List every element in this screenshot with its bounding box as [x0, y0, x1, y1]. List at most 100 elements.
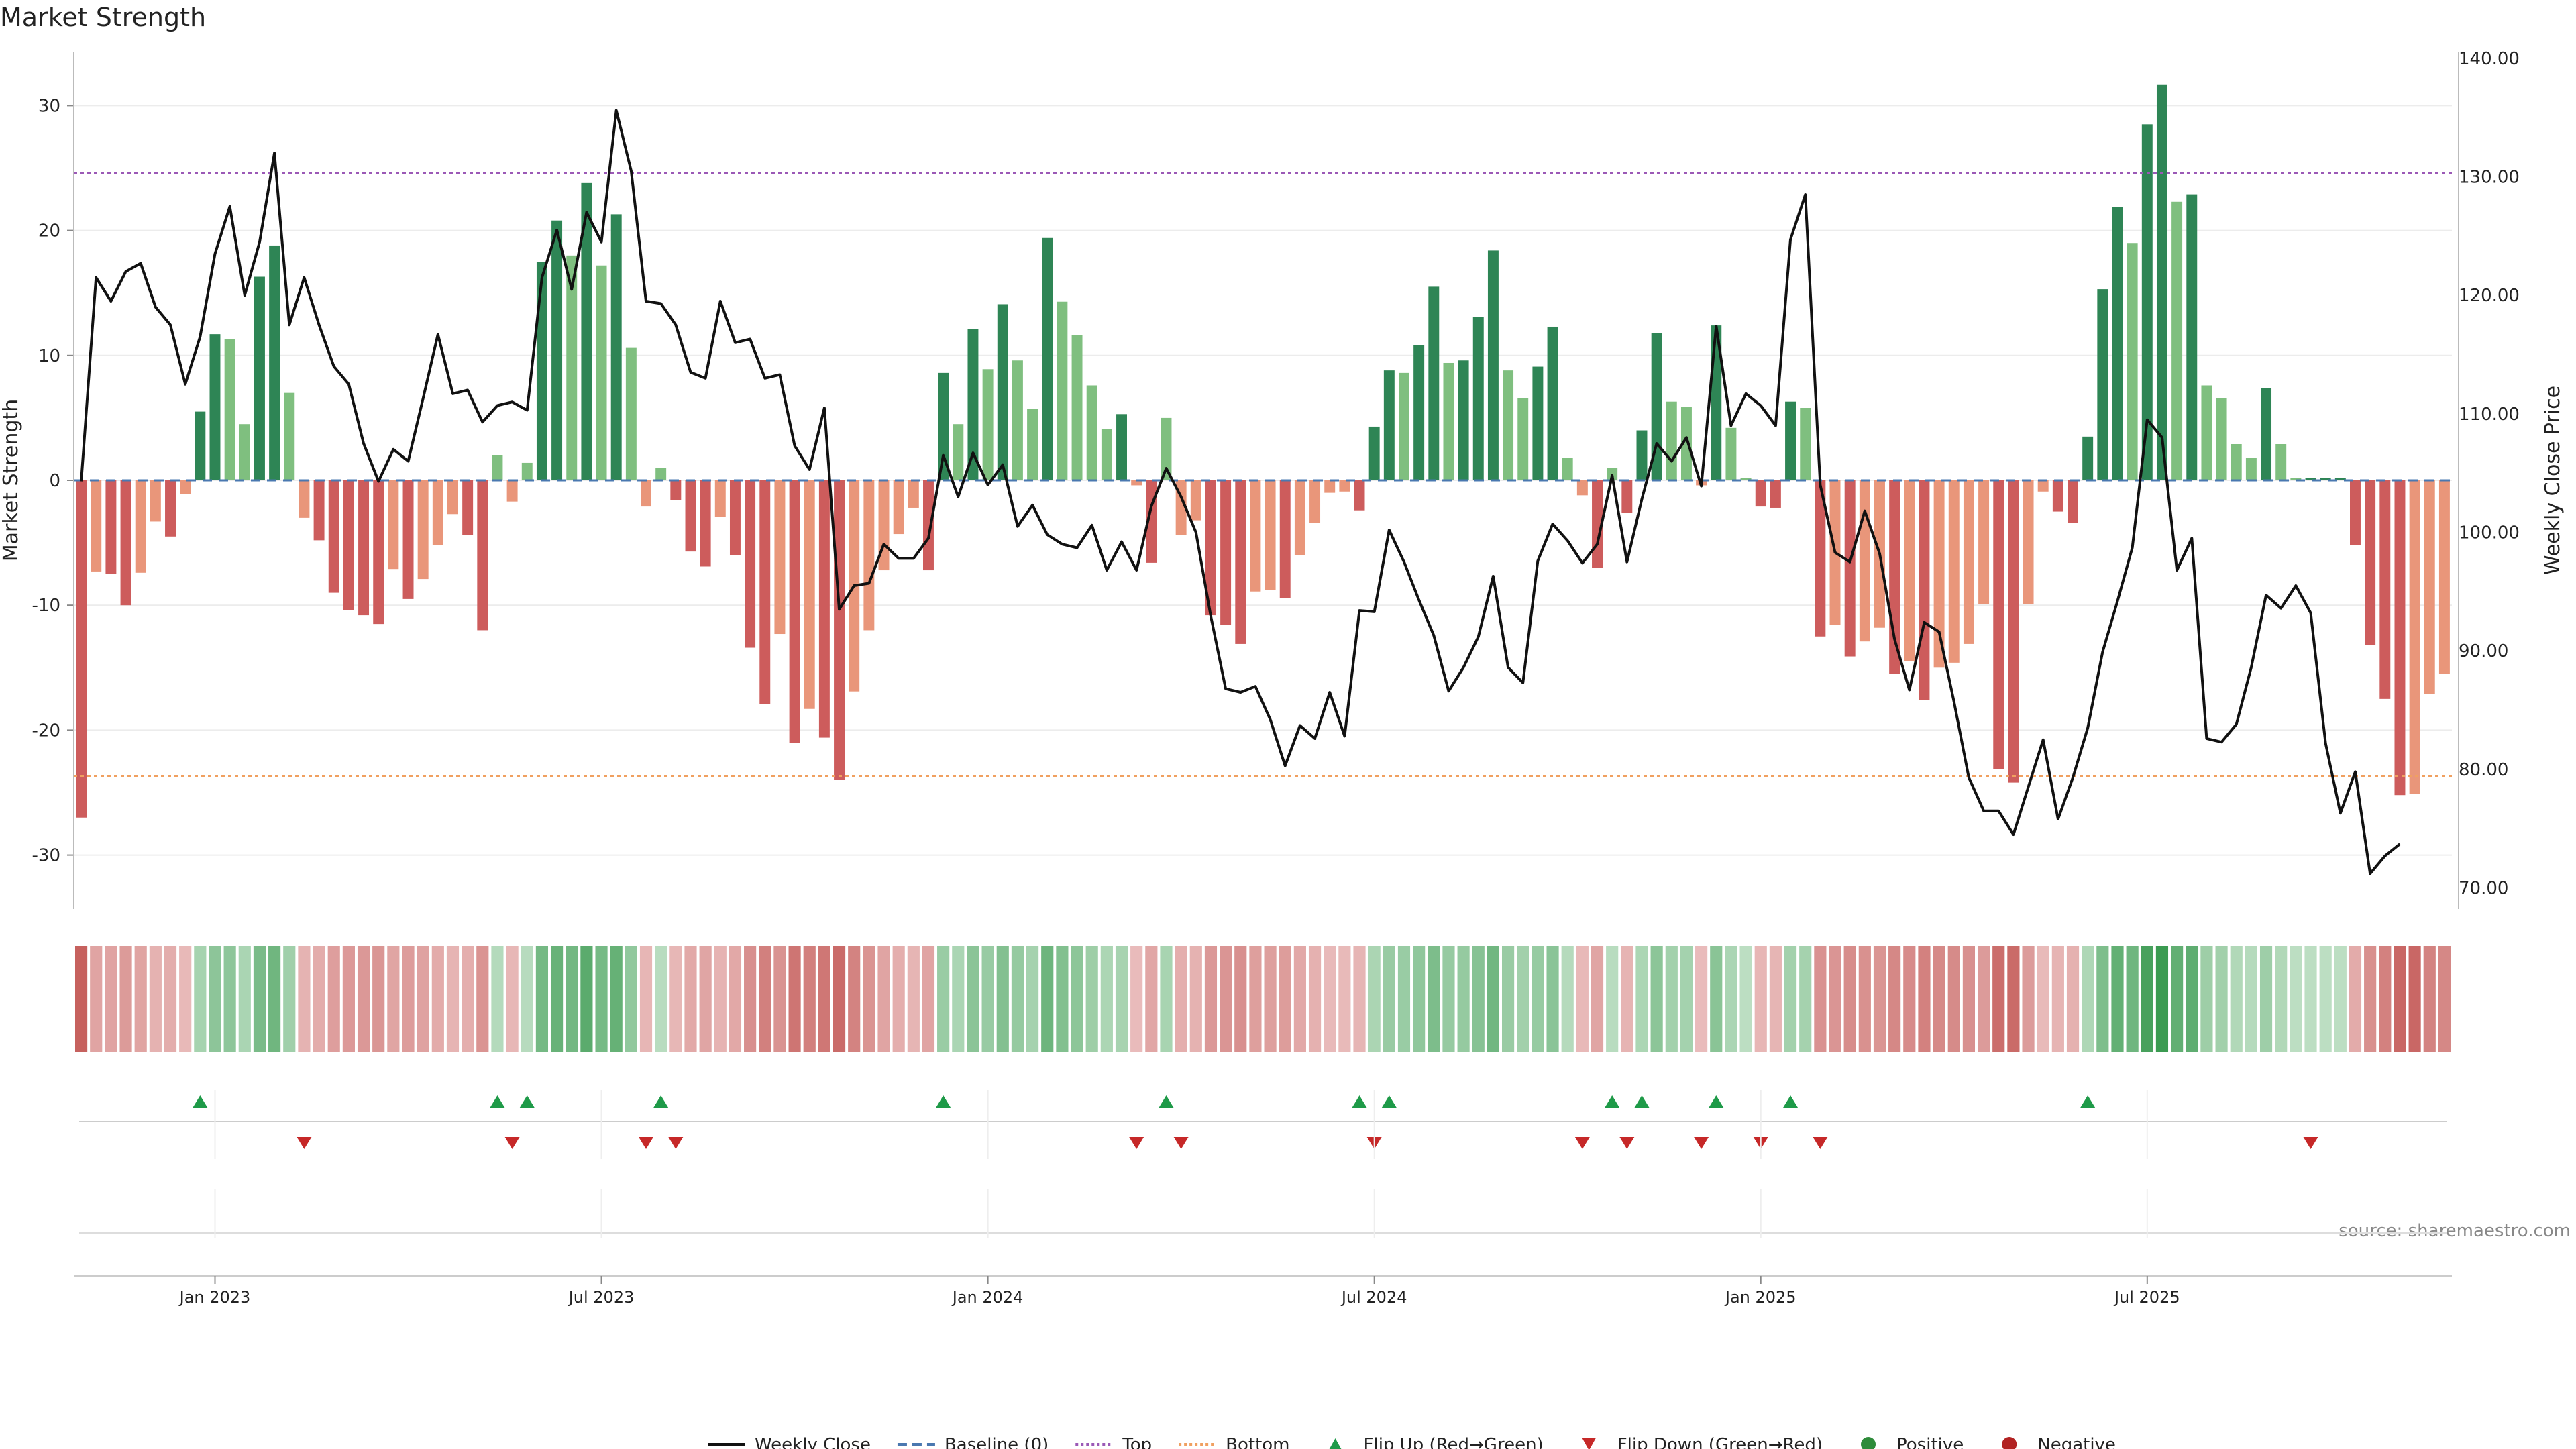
- heat-strip-cell: [1011, 946, 1024, 1052]
- heat-strip-cell: [669, 946, 682, 1052]
- strength-bar: [209, 334, 221, 480]
- strength-bar: [1220, 480, 1232, 625]
- strength-bar: [2052, 480, 2063, 512]
- strength-bar: [804, 480, 815, 709]
- strength-bar: [2068, 480, 2078, 523]
- heat-strip-cell: [907, 946, 920, 1052]
- heat-strip-cell: [744, 946, 757, 1052]
- flip-up-marker: [936, 1095, 951, 1108]
- heat-strip-cell: [2022, 946, 2035, 1052]
- heat-strip-cell: [1189, 946, 1202, 1052]
- strength-bar: [1265, 480, 1276, 590]
- heat-strip-cell: [2037, 946, 2049, 1052]
- y2-tick-label: 140.00: [2459, 49, 2520, 69]
- strength-bar: [1116, 414, 1127, 480]
- strength-bar: [1190, 480, 1201, 521]
- heat-strip-cell: [2111, 946, 2124, 1052]
- legend-label: Top: [1122, 1435, 1152, 1449]
- heat-strip-cell: [1085, 946, 1098, 1052]
- strength-bar: [1517, 398, 1529, 480]
- strength-bar: [596, 265, 607, 480]
- flip-up-marker: [1605, 1095, 1620, 1108]
- flip-up-marker: [193, 1095, 208, 1108]
- heat-strip-cell: [1397, 946, 1411, 1052]
- heat-strip-cell: [610, 946, 623, 1052]
- strength-bar: [1993, 480, 2004, 769]
- heat-strip-cell: [2245, 946, 2257, 1052]
- strength-bar: [165, 480, 176, 537]
- strength-bar: [120, 480, 131, 606]
- flip-down-marker: [1694, 1137, 1709, 1149]
- heat-strip-cell: [149, 946, 162, 1052]
- heat-strip-cell: [1234, 946, 1247, 1052]
- strength-bar: [1071, 335, 1083, 480]
- strength-bar: [789, 480, 800, 743]
- x-tick-label: Jan 2023: [178, 1288, 251, 1307]
- strength-bar: [2320, 478, 2331, 480]
- strength-bar: [1636, 430, 1648, 480]
- strength-bar: [2305, 478, 2316, 480]
- heat-strip-cell: [1606, 946, 1619, 1052]
- heat-strip-cell: [1071, 946, 1083, 1052]
- strength-bar: [610, 214, 622, 480]
- strength-bar: [2127, 243, 2138, 480]
- heat-strip-cell: [2096, 946, 2109, 1052]
- flip-up-marker: [1783, 1095, 1799, 1108]
- heat-strip-cell: [1457, 946, 1470, 1052]
- heat-strip-cell: [2051, 946, 2064, 1052]
- heat-strip-cell: [952, 946, 965, 1052]
- heat-strip-cell: [194, 946, 207, 1052]
- heat-strip-cell: [402, 946, 415, 1052]
- strength-bar: [1576, 480, 1588, 496]
- heat-strip-cell: [223, 946, 236, 1052]
- flip-down-marker: [504, 1137, 520, 1149]
- strength-bar: [1607, 468, 1618, 480]
- strength-bar: [1399, 372, 1409, 480]
- heat-strip-cell: [639, 946, 653, 1052]
- heat-strip-cell: [446, 946, 460, 1052]
- strength-bar: [1844, 480, 1856, 657]
- strength-bar: [2245, 458, 2257, 480]
- flip-down-marker: [1619, 1137, 1635, 1149]
- strength-bar: [1680, 407, 1692, 480]
- heat-strip-cell: [1115, 946, 1128, 1052]
- heat-strip-cell: [996, 946, 1009, 1052]
- heat-strip-cell: [2334, 946, 2347, 1052]
- strength-bar: [967, 329, 979, 480]
- heat-strip-cell: [90, 946, 103, 1052]
- heat-strip-cell: [2290, 946, 2302, 1052]
- strength-bar: [2365, 480, 2376, 645]
- heat-strip-cell: [1843, 946, 1856, 1052]
- heat-strip-cell: [1428, 946, 1440, 1052]
- flip-down-marker: [639, 1137, 654, 1149]
- strength-bar: [1532, 366, 1544, 480]
- heat-strip-cell: [1324, 946, 1336, 1052]
- strength-bar: [641, 480, 651, 507]
- strength-bar: [1027, 409, 1038, 480]
- strength-bar: [180, 480, 191, 494]
- heat-strip-cell: [1977, 946, 1990, 1052]
- flip-up-marker: [1352, 1095, 1367, 1108]
- heat-strip-cell: [2319, 946, 2332, 1052]
- y2-axis-label: Weekly Close Price: [2541, 386, 2565, 575]
- strength-bar: [2394, 480, 2406, 796]
- heat-strip-cell: [1413, 946, 1426, 1052]
- strength-bar: [1413, 345, 1425, 480]
- heat-strip-cell: [2215, 946, 2228, 1052]
- heat-strip-cell: [1769, 946, 1782, 1052]
- strength-bar: [477, 480, 488, 631]
- strength-bar: [388, 480, 399, 570]
- strength-bar: [1904, 480, 1915, 661]
- heat-strip-cell: [1888, 946, 1901, 1052]
- strength-bar: [269, 245, 280, 480]
- heat-strip-cell: [1487, 946, 1500, 1052]
- flip-down-marker: [1574, 1137, 1590, 1149]
- heat-strip-cell: [1204, 946, 1218, 1052]
- heat-strip-cell: [431, 946, 444, 1052]
- strength-bar: [1339, 480, 1350, 492]
- strength-bar: [91, 480, 102, 572]
- strength-bar: [284, 392, 295, 480]
- heat-strip-cell: [327, 946, 340, 1052]
- flip-up-marker: [519, 1095, 535, 1108]
- heat-strip-cell: [1175, 946, 1187, 1052]
